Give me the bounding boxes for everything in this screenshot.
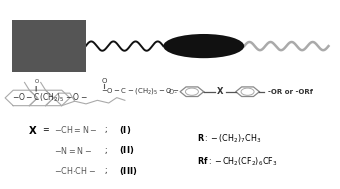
Text: $\mathbf{(II)}$: $\mathbf{(II)}$ xyxy=(119,144,135,156)
Text: ;: ; xyxy=(104,166,107,175)
Text: $\mathbf{(I)}$: $\mathbf{(I)}$ xyxy=(119,124,132,136)
Bar xyxy=(12,20,86,72)
Text: ;: ; xyxy=(104,146,107,155)
Ellipse shape xyxy=(163,34,244,58)
Text: $\mathrm{-O-C-(CH_2)_5-O-}$: $\mathrm{-O-C-(CH_2)_5-O-}$ xyxy=(101,86,179,96)
Text: $\mathrm{-CH{\cdot}CH-}$: $\mathrm{-CH{\cdot}CH-}$ xyxy=(54,165,96,176)
Text: $\mathbf{X}$: $\mathbf{X}$ xyxy=(28,124,38,136)
Text: X: X xyxy=(217,87,224,96)
Text: -O-: -O- xyxy=(166,89,177,95)
Text: O: O xyxy=(102,78,107,84)
Text: $\mathrm{-O-\overset{O}{\overset{\|}{C}}(CH_2)_5-O-}$: $\mathrm{-O-\overset{O}{\overset{\|}{C}}… xyxy=(12,77,87,104)
Text: $\mathrm{-N{=}N-}$: $\mathrm{-N{=}N-}$ xyxy=(54,145,91,156)
Text: $\mathbf{Rf}$$\mathrm{: -CH_2(CF_2)_6CF_3}$: $\mathbf{Rf}$$\mathrm{: -CH_2(CF_2)_6CF_… xyxy=(197,155,277,168)
Text: -OR or -ORf: -OR or -ORf xyxy=(268,89,313,95)
Text: ;: ; xyxy=(104,125,107,134)
Text: $\mathrm{-CH{=}N-}$: $\mathrm{-CH{=}N-}$ xyxy=(54,124,97,135)
Text: $\mathbf{R}$$\mathrm{: -(CH_2)_7CH_3}$: $\mathbf{R}$$\mathrm{: -(CH_2)_7CH_3}$ xyxy=(197,133,261,146)
Text: $\mathbf{(III)}$: $\mathbf{(III)}$ xyxy=(119,165,138,177)
Text: =: = xyxy=(42,125,49,134)
